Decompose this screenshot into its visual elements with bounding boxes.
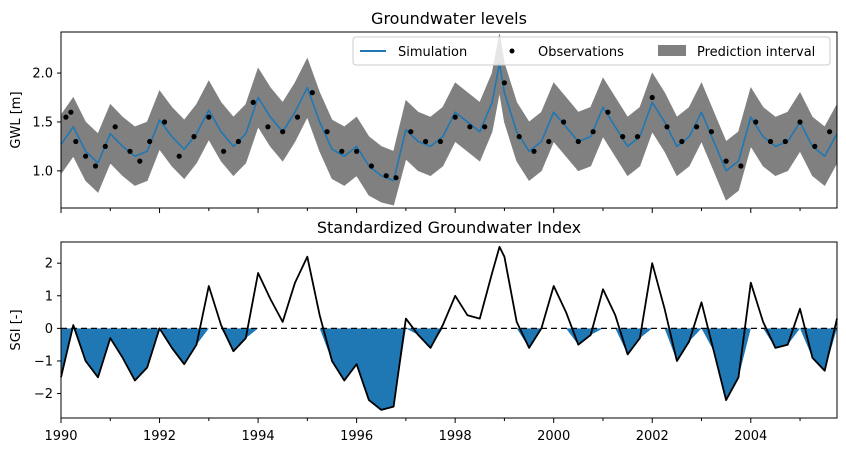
sgi-x-tick-label: 1990 — [44, 429, 77, 444]
observation-point — [664, 124, 670, 130]
observation-point — [649, 94, 655, 101]
observation-point — [265, 124, 271, 130]
observation-point — [309, 90, 315, 96]
observation-point — [191, 134, 197, 140]
gwl-title: Groundwater levels — [371, 9, 527, 28]
sgi-x-tick-label: 2002 — [636, 429, 669, 444]
observation-point — [354, 148, 360, 154]
observation-point — [161, 119, 168, 125]
observation-point — [92, 163, 99, 169]
observation-point — [590, 129, 596, 135]
observation-point — [634, 134, 641, 140]
observation-point — [250, 99, 256, 105]
observation-point — [694, 124, 700, 130]
observation-point — [221, 148, 227, 154]
gwl-y-label: GWL [m] — [9, 91, 24, 148]
observation-point — [620, 134, 626, 140]
legend-interval-swatch — [658, 45, 686, 56]
observation-point — [83, 153, 89, 159]
gwl-panel: Groundwater levels 1.0 1.5 2.0 GWL [m] Sim… — [9, 9, 838, 213]
observation-point — [127, 148, 133, 154]
gwl-y-tick-label: 2.0 — [32, 67, 53, 82]
sgi-plot-area — [60, 245, 838, 411]
observation-point — [63, 114, 69, 120]
observation-point — [797, 119, 803, 125]
sgi-x-tick-label: 1998 — [439, 429, 472, 444]
gwl-x-ticks — [60, 208, 801, 213]
sgi-panel: Standardized Groundwater Index −2 −1 0 1 2 1… — [9, 218, 838, 444]
observation-point — [393, 175, 399, 181]
observation-point — [467, 124, 473, 130]
observation-point — [782, 138, 788, 145]
observation-point — [73, 138, 79, 145]
observation-point — [235, 138, 241, 145]
sgi-x-tick-label: 1996 — [340, 429, 373, 444]
observation-point — [575, 138, 581, 145]
observation-point — [137, 158, 143, 164]
legend-observations-marker — [509, 48, 515, 54]
gwl-y-ticks: 1.0 1.5 2.0 — [32, 67, 61, 179]
sgi-title: Standardized Groundwater Index — [317, 218, 581, 237]
observation-point — [437, 138, 443, 145]
gwl-axes-frame — [60, 31, 838, 209]
sgi-y-tick-label: 1 — [45, 289, 53, 304]
sgi-y-tick-label: −1 — [34, 354, 53, 369]
sgi-y-tick-label: 2 — [45, 257, 53, 272]
sgi-axes-frame — [60, 241, 838, 419]
observation-point — [546, 138, 552, 145]
observations-points — [63, 80, 833, 181]
observation-point — [605, 109, 611, 115]
observation-point — [708, 129, 715, 135]
sgi-y-ticks: −2 −1 0 1 2 — [34, 257, 61, 402]
sgi-y-label: SGI [-] — [9, 309, 24, 350]
sgi-y-tick-label: −2 — [34, 387, 53, 402]
observation-point — [452, 114, 458, 120]
gwl-y-tick-label: 1.5 — [32, 115, 53, 130]
observation-point — [679, 138, 685, 145]
observation-point — [206, 114, 212, 120]
observation-point — [324, 129, 330, 135]
observation-point — [176, 153, 182, 159]
sgi-x-tick-label: 1994 — [242, 429, 275, 444]
observation-point — [516, 134, 522, 140]
observation-point — [812, 143, 818, 149]
observation-point — [102, 143, 108, 149]
legend-observations-label: Observations — [538, 45, 624, 60]
sgi-x-ticks: 1990 1992 1994 1996 1998 2000 2002 2004 — [44, 418, 801, 444]
observation-point — [723, 158, 729, 164]
sgi-x-tick-label: 1992 — [143, 429, 176, 444]
observation-point — [112, 124, 118, 130]
gwl-plot-area — [60, 33, 838, 206]
gwl-y-tick-label: 1.0 — [32, 164, 53, 179]
observation-point — [753, 119, 759, 125]
observation-point — [531, 148, 537, 154]
observation-point — [383, 173, 389, 179]
observation-point — [368, 163, 374, 169]
sgi-negative-fill — [61, 328, 837, 410]
observation-point — [767, 138, 774, 145]
simulation-line — [60, 62, 838, 182]
legend-simulation-label: Simulation — [398, 45, 467, 60]
observation-point — [280, 129, 286, 135]
observation-point — [738, 163, 744, 169]
observation-point — [147, 138, 153, 145]
observation-point — [408, 129, 414, 135]
sgi-x-tick-label: 2004 — [734, 429, 767, 444]
observation-point — [561, 119, 567, 125]
observation-point — [294, 114, 301, 120]
legend-interval-label: Prediction interval — [697, 45, 815, 60]
gwl-legend: Simulation Observations Prediction inter… — [352, 36, 831, 66]
sgi-y-tick-label: 0 — [45, 322, 53, 337]
observation-point — [482, 124, 488, 130]
observation-point — [68, 109, 74, 115]
sgi-line — [60, 245, 838, 411]
sgi-x-tick-label: 2000 — [537, 429, 570, 444]
observation-point — [501, 80, 507, 86]
legend-frame — [352, 36, 831, 66]
observation-point — [827, 129, 833, 135]
observation-point — [423, 138, 429, 145]
observation-point — [339, 148, 345, 154]
